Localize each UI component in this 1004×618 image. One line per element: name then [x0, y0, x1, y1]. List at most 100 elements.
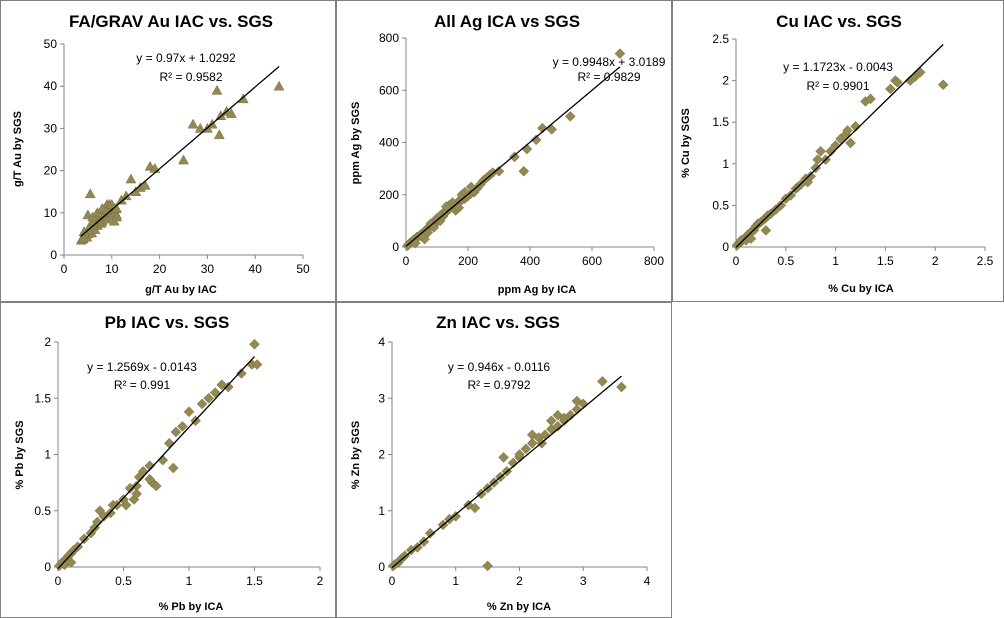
y-tick-label: 600: [379, 83, 399, 97]
y-axis-title: % Cu by SGS: [680, 108, 692, 178]
x-tick-label: 20: [153, 262, 167, 276]
data-point: [552, 409, 564, 421]
data-point: [450, 511, 462, 522]
x-tick-label: 800: [644, 254, 664, 268]
y-tick-label: 2: [722, 74, 729, 88]
x-tick-label: 2.5: [977, 254, 994, 268]
data-point: [885, 83, 896, 95]
y-tick-label: 2: [378, 448, 385, 462]
data-point: [236, 368, 247, 379]
x-tick-label: 2: [317, 574, 324, 588]
x-tick-label: 1: [452, 574, 459, 588]
y-tick-label: 200: [379, 188, 399, 202]
data-point: [170, 426, 182, 438]
x-tick-label: 200: [458, 254, 478, 268]
data-point: [891, 76, 903, 88]
y-tick-label: 0: [44, 560, 51, 574]
trendline-equation: y = 0.946x - 0.0116: [448, 360, 551, 374]
scatter-chart-pb: Pb IAC vs. SGS 0 0.5 1 1.5 2 0 0.5 1 1.5 2 % Pb by …: [14, 313, 324, 613]
data-point: [144, 473, 156, 485]
x-tick-label: 40: [249, 262, 263, 276]
data-point: [850, 121, 861, 132]
trendline-equation: y = 1.1723x - 0.0043: [783, 60, 893, 74]
x-tick-label: 1.5: [877, 254, 894, 268]
data-point: [453, 202, 465, 214]
chart-panel-zn: Zn IAC vs. SGS 0 1 2 3 4 0 1 2 3 4 % Zn by ICA % Zn …: [336, 302, 672, 618]
x-tick-label: 0: [733, 254, 740, 268]
x-tick-label: 1: [832, 254, 839, 268]
x-tick-label: 400: [520, 254, 540, 268]
data-point: [865, 93, 876, 105]
data-point: [125, 173, 137, 184]
data-point: [213, 129, 225, 139]
data-point: [178, 154, 189, 165]
y-tick-label: 4: [378, 335, 385, 349]
x-tick-label: 3: [580, 574, 587, 588]
x-axis-title: % Cu by ICA: [828, 283, 893, 295]
data-point: [937, 79, 949, 91]
data-point: [514, 449, 525, 460]
x-tick-label: 2: [932, 254, 939, 268]
data-point: [526, 429, 538, 441]
data-point: [760, 225, 772, 236]
x-tick-label: 1: [186, 574, 193, 588]
data-point: [150, 480, 162, 492]
y-tick-label: 2: [44, 335, 51, 349]
chart-panel-ag: All Ag ICA vs SGS 0 200 400 600 800 0 200 400 600…: [336, 0, 672, 302]
y-tick-label: 50: [44, 37, 58, 51]
data-point: [745, 233, 757, 245]
data-point: [469, 502, 481, 514]
data-point: [775, 200, 787, 211]
data-point: [597, 376, 608, 387]
trendline: [391, 375, 622, 569]
data-point: [530, 134, 542, 146]
data-point: [810, 162, 822, 174]
scatter-chart-cu: Cu IAC vs. SGS 0 0.5 1 1.5 2 2.5 0 0.5 1 1.5 2 2.5 % …: [680, 12, 994, 295]
trendline-equation: y = 0.97x + 1.0292: [136, 51, 236, 65]
data-point: [482, 560, 493, 572]
chart-title: Zn IAC vs. SGS: [436, 313, 560, 332]
data-point: [825, 145, 836, 157]
r-squared-label: R² = 0.991: [114, 378, 171, 392]
x-tick-label: 50: [296, 262, 310, 276]
trendline-equation: y = 1.2569x - 0.0143: [87, 360, 197, 374]
data-point: [546, 415, 557, 427]
y-tick-label: 20: [44, 164, 58, 178]
data-point: [209, 387, 221, 398]
data-point: [815, 145, 827, 157]
data-point: [842, 125, 853, 136]
data-point: [131, 480, 142, 492]
data-point: [120, 190, 132, 201]
y-tick-label: 400: [379, 136, 399, 150]
trendline: [735, 44, 944, 248]
chart-title: All Ag ICA vs SGS: [434, 12, 580, 31]
x-tick-label: 0: [389, 574, 396, 588]
data-point: [108, 215, 120, 226]
y-tick-label: 1: [44, 448, 51, 462]
data-point: [131, 488, 142, 500]
chart-panel-cu: Cu IAC vs. SGS 0 0.5 1 1.5 2 2.5 0 0.5 1 1.5 2 2.5 % …: [672, 0, 1004, 302]
data-point: [526, 437, 538, 449]
x-tick-label: 1.5: [246, 574, 263, 588]
data-point: [509, 151, 520, 163]
x-axis-title: g/T Au by IAC: [145, 284, 217, 296]
data-point: [203, 392, 215, 404]
data-point: [537, 122, 548, 134]
data-point: [84, 188, 96, 199]
x-tick-label: 4: [644, 574, 651, 588]
y-tick-label: 800: [379, 31, 399, 45]
data-point: [498, 451, 509, 463]
y-tick-label: 40: [44, 79, 58, 93]
x-tick-label: 10: [105, 262, 119, 276]
trendline-equation: y = 0.9948x + 3.0189: [553, 55, 666, 69]
data-point: [251, 359, 263, 370]
data-point: [106, 198, 118, 209]
data-point: [546, 124, 558, 135]
data-point: [812, 154, 824, 165]
chart-title: Pb IAC vs. SGS: [105, 313, 230, 332]
data-point: [273, 80, 285, 91]
data-point: [196, 398, 208, 410]
scatter-chart-zn: Zn IAC vs. SGS 0 1 2 3 4 0 1 2 3 4 % Zn by ICA % Zn …: [350, 313, 651, 613]
data-point: [177, 421, 188, 432]
data-point: [552, 421, 564, 432]
